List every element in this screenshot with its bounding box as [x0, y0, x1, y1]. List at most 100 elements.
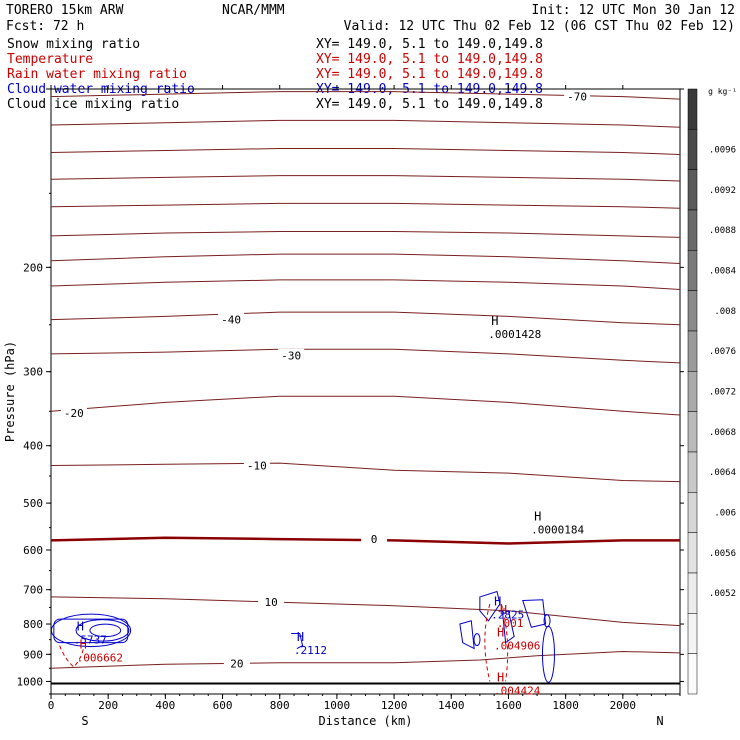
legend-xy: XY= 149.0, 5.1 to 149.0,149.8 — [316, 37, 543, 52]
high-marker: H — [77, 619, 84, 633]
cloud-water-contour — [53, 618, 129, 644]
colorbar-swatch — [687, 330, 698, 372]
isotherm-label-bg — [243, 458, 270, 472]
legend-xy: XY= 149.0, 5.1 to 149.0,149.8 — [316, 52, 543, 67]
isotherm-label-bg — [60, 405, 87, 419]
y-tick-label: 1000 — [17, 675, 44, 688]
high-marker-value: .0001428 — [488, 328, 541, 341]
high-marker: H — [534, 510, 541, 524]
colorbar-tick-label: .008 — [714, 307, 736, 317]
field-legend: Snow mixing ratio XY= 149.0, 5.1 to 149.0… — [7, 37, 543, 112]
isotherm-label: -30 — [281, 350, 301, 363]
isotherm-label-bg — [258, 595, 285, 609]
isotherm-label-bg — [278, 348, 305, 362]
x-end-label: N — [656, 714, 663, 728]
colorbar: .0096 .0092 .0088 .0084 .008 .0076 .0072 .0068.… — [687, 87, 737, 695]
high-marker: H — [494, 595, 501, 609]
legend-xy: XY= 149.0, 5.1 to 149.0,149.8 — [316, 97, 543, 112]
colorbar-swatch — [687, 653, 698, 695]
colorbar-tick-label: .0088 — [709, 226, 736, 236]
rain-water-contour — [484, 603, 509, 682]
colorbar-tick-label: .0056 — [709, 549, 736, 559]
x-tick-label: 1600 — [495, 699, 522, 712]
colorbar-tick-label: .0072 — [709, 388, 736, 398]
isotherm-line — [50, 348, 681, 364]
center-name: NCAR/MMM — [222, 3, 285, 18]
x-tick-label: 1200 — [381, 699, 408, 712]
x-tick-label: 0 — [48, 699, 55, 712]
plot-frame — [50, 88, 681, 695]
isotherm-label: 10 — [265, 596, 278, 609]
isotherm-line — [50, 202, 681, 209]
colorbar-swatch — [687, 290, 698, 332]
isotherm-line — [50, 91, 681, 100]
cloud-water-contour — [89, 623, 122, 638]
high-marker: H — [500, 603, 507, 617]
y-tick-label: 600 — [23, 544, 43, 557]
high-marker: H — [497, 626, 504, 640]
y-axis-label: Pressure (hPa) — [3, 341, 17, 442]
isotherm-label: 0 — [371, 533, 378, 546]
x-tick-label: 800 — [270, 699, 290, 712]
isotherm-line — [50, 148, 681, 155]
x-start-label: S — [81, 714, 88, 728]
colorbar-tick-label: .006 — [714, 509, 736, 519]
x-tick-label: 400 — [155, 699, 175, 712]
y-tick-label: 700 — [23, 584, 43, 597]
high-marker-value: .2112 — [294, 644, 327, 657]
cloud-water-contour — [459, 620, 475, 650]
isotherm-line — [50, 253, 681, 264]
y-tick-label: 300 — [23, 366, 43, 379]
colorbar-tick-label: .0096 — [709, 146, 736, 156]
high-marker-value: .006662 — [77, 652, 123, 665]
colorbar-swatch — [687, 129, 698, 170]
isotherm-line — [50, 536, 680, 545]
model-name: TORERO 15km ARW — [6, 3, 124, 18]
isotherm-label: -10 — [247, 459, 267, 472]
x-tick-label: 2000 — [610, 699, 637, 712]
cloud-water-contour — [543, 614, 551, 628]
colorbar-swatch — [687, 411, 698, 453]
cloud-water-contour — [522, 599, 547, 628]
x-tick-label: 600 — [213, 699, 233, 712]
isotherm-line — [50, 395, 681, 416]
isotherm-label: -40 — [221, 314, 241, 327]
colorbar-tick-label: .0052 — [709, 589, 736, 599]
high-marker: H — [497, 670, 504, 684]
y-tick-label: 800 — [23, 618, 43, 631]
cloud-water-contour — [541, 625, 555, 683]
colorbar-tick-label: .0084 — [709, 267, 736, 277]
cloud-water-contour — [473, 633, 481, 647]
high-marker-value: .004424 — [494, 684, 541, 697]
isotherm-line — [50, 119, 681, 128]
legend-label: Temperature — [7, 52, 93, 67]
high-marker-value: .0000184 — [531, 524, 584, 537]
isotherm-label: -20 — [64, 407, 84, 420]
high-marker-value: .004906 — [494, 640, 540, 653]
header: TORERO 15km ARW NCAR/MMM Init: 12 UTC Mo… — [6, 3, 735, 34]
cloud-water-contour — [291, 633, 304, 649]
isotherm-label-bg — [218, 312, 245, 326]
isotherm-line — [50, 279, 681, 290]
isotherm-line — [50, 596, 681, 627]
isotherm-line — [50, 175, 681, 182]
isotherm-line — [50, 231, 681, 238]
colorbar-tick-label: .0076 — [709, 347, 736, 357]
high-marker: H — [297, 630, 304, 644]
colorbar-swatch — [687, 371, 698, 412]
colorbar-tick-label: .0064 — [709, 468, 736, 478]
init-time: Init: 12 UTC Mon 30 Jan 12 — [532, 3, 736, 18]
isotherm-line — [50, 462, 681, 483]
colorbar-swatch — [687, 451, 698, 493]
colorbar-swatch — [687, 88, 698, 130]
x-tick-label: 1400 — [438, 699, 465, 712]
legend-label: Snow mixing ratio — [7, 37, 140, 52]
isotherm-label: -70 — [567, 91, 587, 104]
x-tick-label: 200 — [98, 699, 118, 712]
high-marker-value: .001 — [497, 617, 524, 630]
high-marker: H — [80, 638, 87, 652]
isotherm-label-bg — [564, 89, 591, 103]
cloud-water-contour — [502, 610, 515, 644]
colorbar-swatch — [687, 250, 698, 291]
